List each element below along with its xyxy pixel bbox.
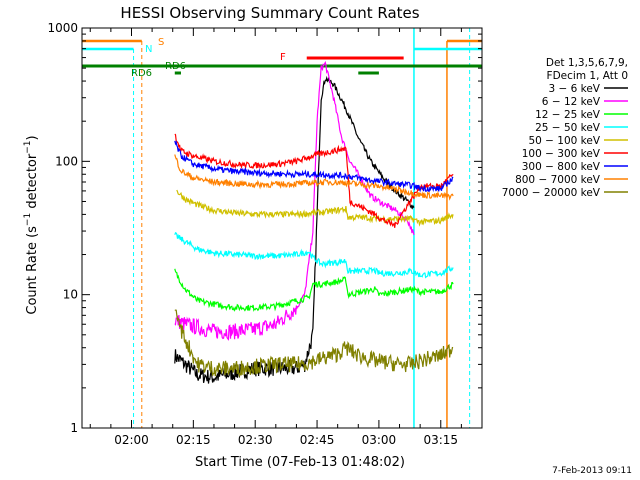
legend-label: 100 − 300 keV bbox=[522, 148, 601, 160]
series-line-4 bbox=[176, 189, 454, 227]
x-axis-label: Start Time (07-Feb-13 01:48:02) bbox=[195, 455, 405, 470]
x-tick-label: 02:00 bbox=[114, 433, 149, 447]
legend-label: 800 − 7000 keV bbox=[515, 174, 601, 186]
legend-header: Det 1,3,5,6,7,9, bbox=[546, 57, 628, 69]
legend-label: 300 − 800 keV bbox=[522, 161, 601, 173]
x-tick-label: 03:15 bbox=[423, 433, 458, 447]
series-line-7 bbox=[174, 154, 454, 201]
legend-header: FDecim 1, Att 0 bbox=[547, 70, 628, 82]
y-tick-label: 1000 bbox=[47, 21, 78, 35]
flag-label-rd6: RD6 bbox=[131, 68, 152, 79]
x-tick-label: 02:45 bbox=[300, 433, 335, 447]
flag-bars: SN F RD6 RD6 bbox=[82, 28, 482, 428]
legend-label: 6 − 12 keV bbox=[542, 96, 601, 108]
legend: Det 1,3,5,6,7,9,FDecim 1, Att 03 − 6 keV… bbox=[502, 57, 628, 199]
footer-timestamp: 7-Feb-2013 09:11 bbox=[552, 466, 632, 476]
x-tick-label: 02:15 bbox=[176, 433, 211, 447]
y-tick-label: 100 bbox=[55, 154, 78, 168]
legend-label: 50 − 100 keV bbox=[528, 135, 600, 147]
flag-label-rd6: RD6 bbox=[165, 61, 186, 72]
legend-label: 12 − 25 keV bbox=[535, 109, 601, 121]
chart-title: HESSI Observing Summary Count Rates bbox=[120, 4, 419, 22]
x-tick-label: 02:30 bbox=[238, 433, 273, 447]
flag-label-f: F bbox=[280, 52, 286, 63]
series-lines bbox=[174, 60, 454, 384]
series-line-3 bbox=[174, 231, 454, 279]
y-tick-label: 1 bbox=[70, 421, 78, 435]
series-line-5 bbox=[174, 133, 454, 228]
y-axis-label: Count Rate (s−1 detector−1) bbox=[23, 135, 40, 314]
series-line-0 bbox=[174, 75, 415, 384]
x-tick-label: 03:00 bbox=[362, 433, 397, 447]
series-line-1 bbox=[174, 60, 415, 341]
y-tick-label: 10 bbox=[63, 288, 78, 302]
series-line-6 bbox=[174, 140, 454, 193]
legend-label: 3 − 6 keV bbox=[548, 83, 600, 95]
legend-label: 25 − 50 keV bbox=[535, 122, 601, 134]
flag-label-s: S bbox=[158, 37, 164, 48]
axes: 1 10 100 1000 02:00 02:15 02:30 02:45 03:00 03:15 bbox=[47, 21, 483, 447]
legend-label: 7000 − 20000 keV bbox=[502, 187, 601, 199]
flag-label-n: N bbox=[145, 44, 152, 55]
plot-frame bbox=[81, 27, 483, 429]
series-line-2 bbox=[174, 268, 454, 312]
series-line-8 bbox=[174, 309, 454, 378]
